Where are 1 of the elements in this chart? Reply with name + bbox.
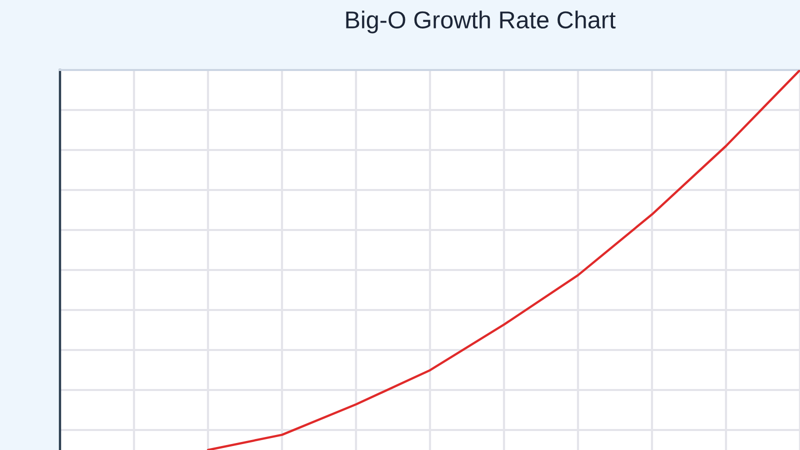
chart-title: Big-O Growth Rate Chart xyxy=(346,10,616,34)
